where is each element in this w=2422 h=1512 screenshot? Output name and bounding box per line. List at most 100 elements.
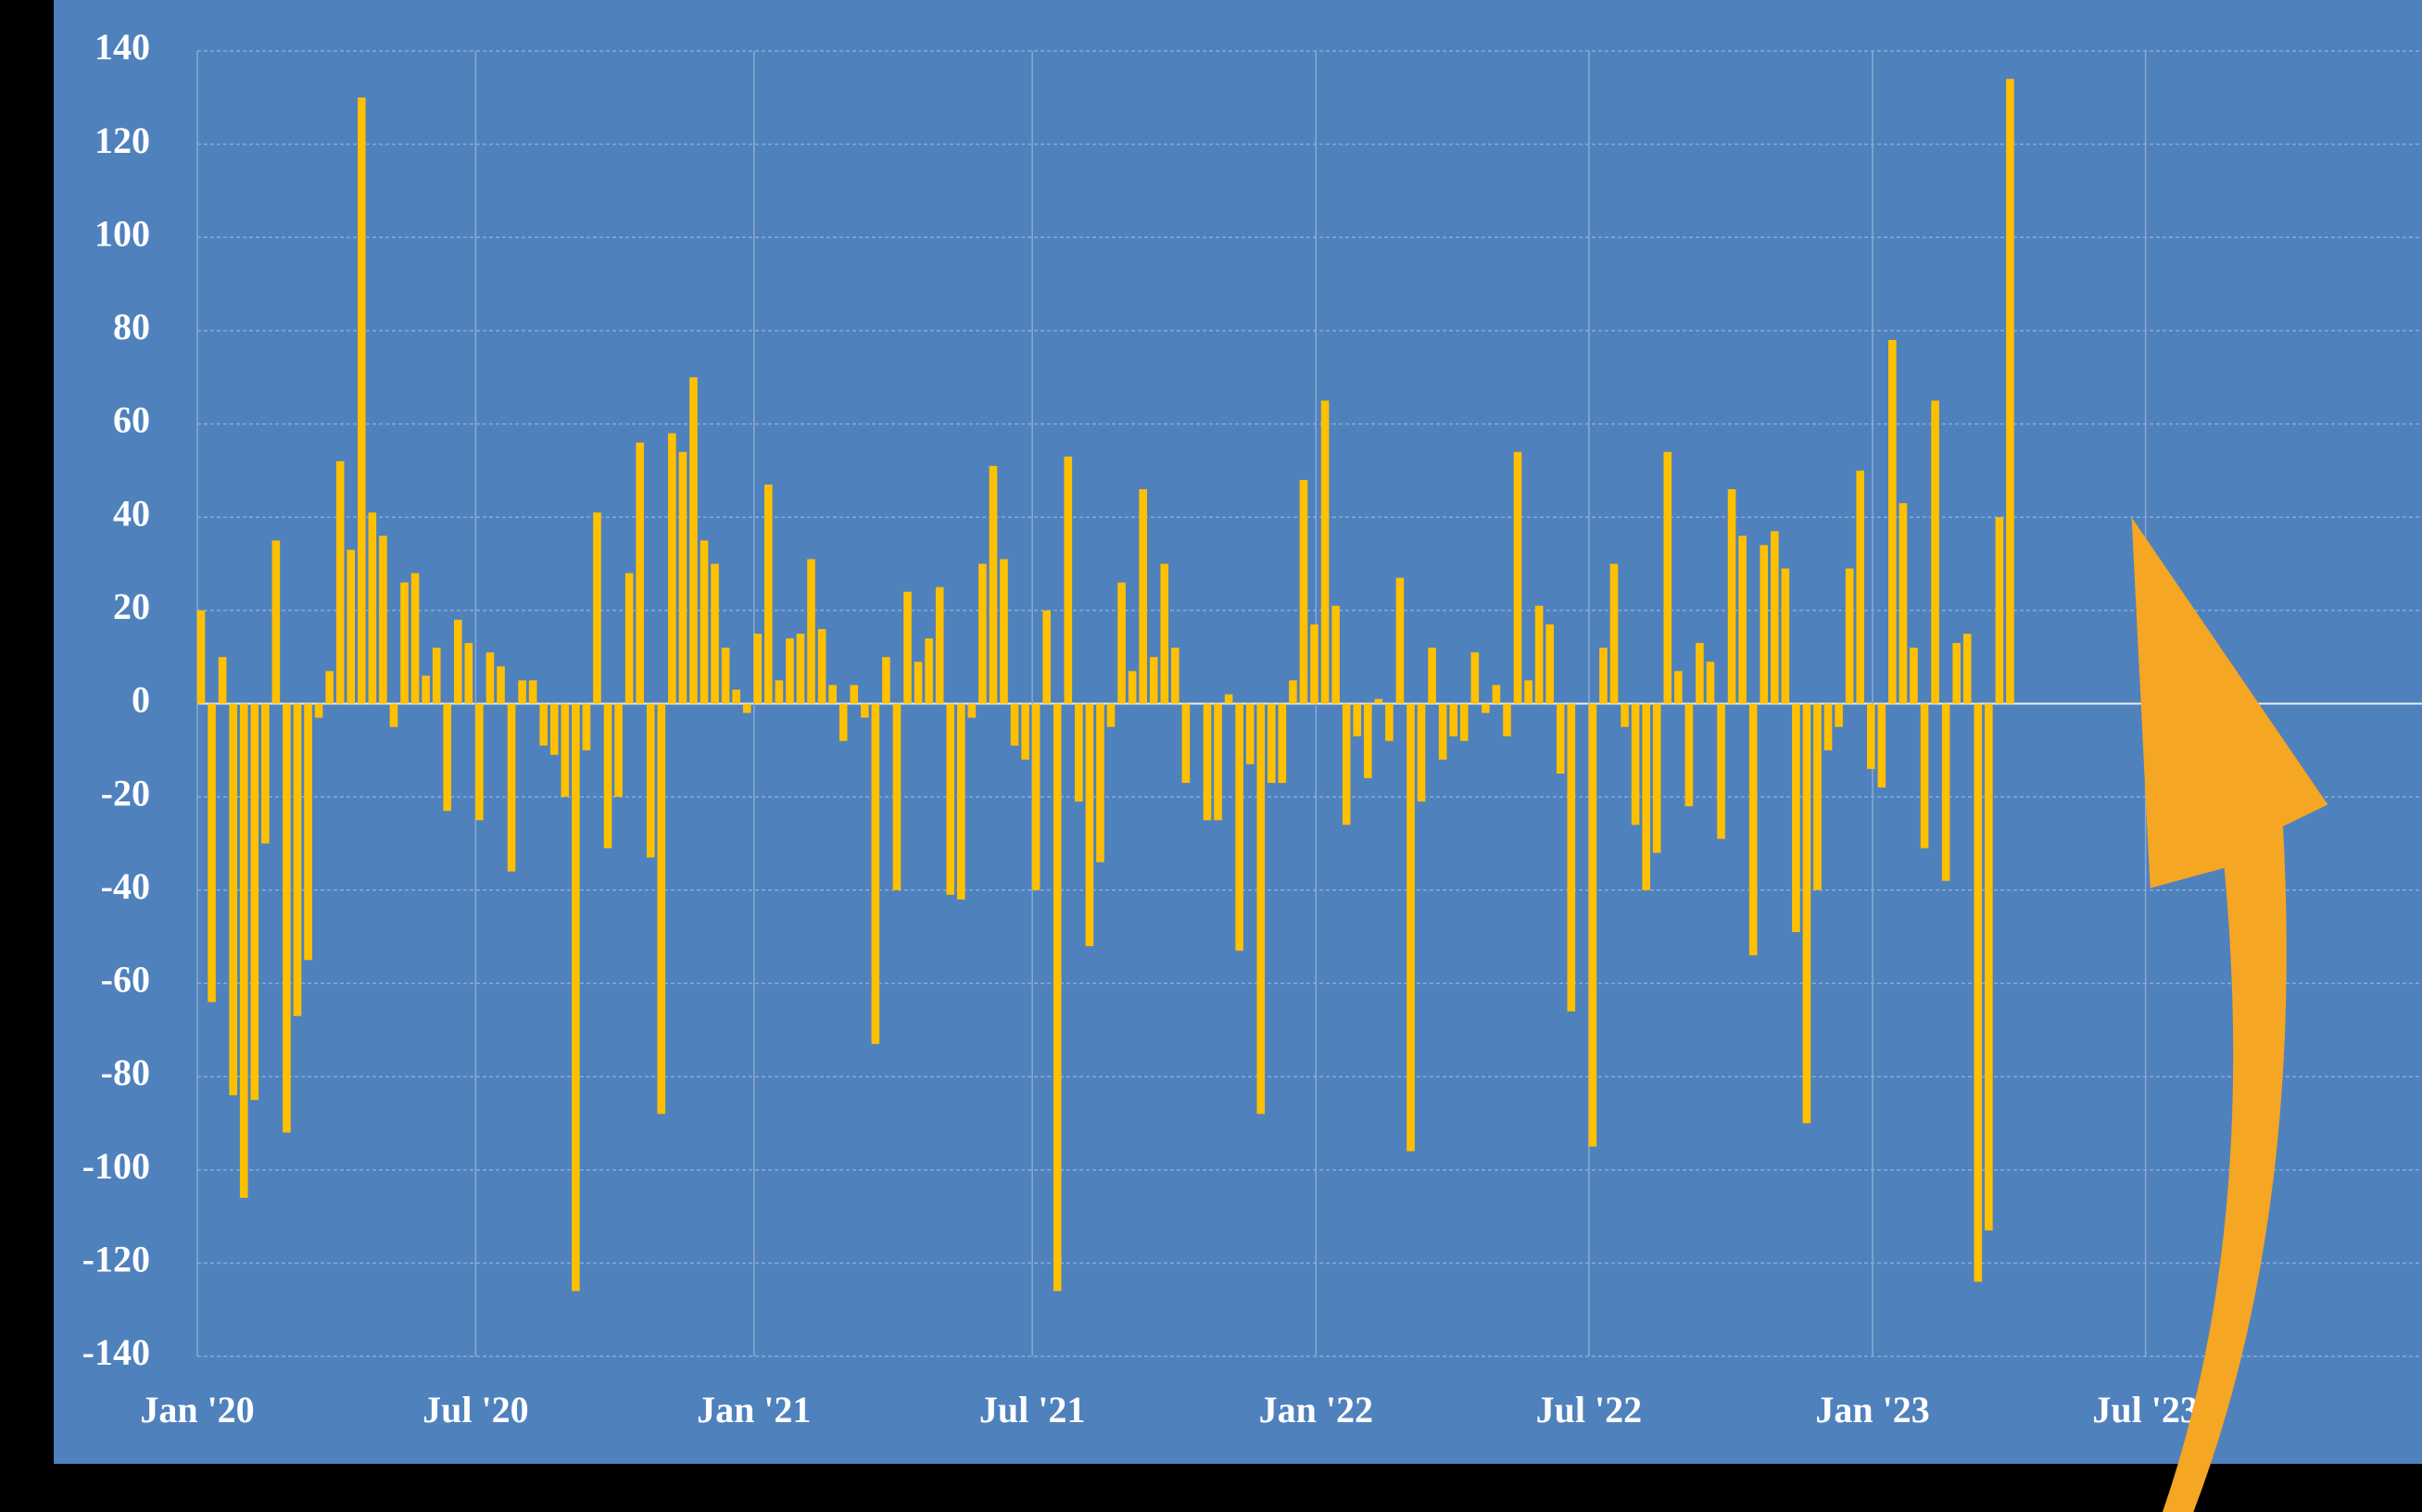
bar bbox=[314, 703, 323, 718]
bar bbox=[614, 703, 623, 798]
bar bbox=[1428, 648, 1436, 704]
bar bbox=[1128, 671, 1137, 704]
bar bbox=[657, 703, 666, 1115]
bar bbox=[1395, 577, 1405, 704]
y-tick-label: -60 bbox=[101, 959, 150, 1001]
bar bbox=[817, 628, 826, 704]
bar bbox=[196, 610, 206, 704]
bar bbox=[689, 377, 698, 704]
bar bbox=[860, 703, 869, 718]
bar bbox=[239, 703, 248, 1198]
bar bbox=[208, 703, 216, 1002]
bar bbox=[304, 703, 312, 961]
bar bbox=[593, 512, 601, 704]
bar bbox=[1962, 634, 1972, 704]
bar bbox=[1567, 703, 1576, 1012]
bar bbox=[400, 582, 409, 704]
bar bbox=[1181, 703, 1191, 784]
bar bbox=[1920, 703, 1929, 849]
bar bbox=[1310, 624, 1318, 704]
bar bbox=[1727, 489, 1736, 704]
bar bbox=[1438, 703, 1447, 760]
bar bbox=[1717, 703, 1725, 839]
bar bbox=[218, 657, 227, 704]
bar bbox=[1931, 400, 1939, 704]
bar bbox=[572, 703, 580, 1292]
bar bbox=[1042, 610, 1051, 704]
bar bbox=[1556, 703, 1565, 774]
bar bbox=[786, 638, 794, 704]
bar bbox=[1609, 563, 1619, 704]
bar bbox=[1856, 470, 1865, 704]
y-tick-label: -100 bbox=[82, 1145, 150, 1187]
bar bbox=[1449, 703, 1458, 737]
bar bbox=[1096, 703, 1104, 863]
bar bbox=[486, 652, 495, 704]
bar bbox=[935, 586, 944, 704]
y-tick-label: 0 bbox=[132, 679, 150, 721]
bar bbox=[1684, 703, 1694, 807]
bar bbox=[1407, 703, 1415, 1152]
bar bbox=[1245, 703, 1255, 764]
bar bbox=[711, 563, 719, 704]
x-tick-label: Jul '22 bbox=[1536, 1389, 1642, 1430]
bar bbox=[978, 563, 987, 704]
bar bbox=[742, 703, 751, 713]
bar bbox=[528, 680, 537, 704]
bar bbox=[1385, 703, 1394, 741]
y-tick-label: -20 bbox=[101, 772, 150, 813]
bar bbox=[475, 703, 484, 821]
bar bbox=[678, 451, 687, 704]
bar bbox=[1075, 703, 1083, 802]
bar bbox=[828, 685, 837, 704]
bar bbox=[1952, 643, 1961, 704]
bar bbox=[1802, 703, 1811, 1124]
bar bbox=[956, 703, 965, 900]
bar bbox=[1160, 563, 1169, 704]
bar bbox=[1835, 703, 1843, 727]
bar bbox=[807, 559, 815, 704]
bar bbox=[1738, 536, 1747, 704]
bar bbox=[539, 703, 548, 746]
bar bbox=[325, 671, 334, 704]
bar bbox=[443, 703, 452, 812]
bar bbox=[892, 703, 902, 890]
bar bbox=[603, 703, 612, 849]
bar bbox=[1363, 703, 1372, 779]
y-tick-label: 100 bbox=[95, 212, 150, 254]
bar bbox=[1492, 685, 1501, 704]
bar bbox=[989, 465, 998, 704]
bar bbox=[1106, 703, 1116, 727]
bar bbox=[700, 540, 709, 704]
bar bbox=[1000, 559, 1008, 704]
bar bbox=[1299, 479, 1308, 704]
bar bbox=[1513, 451, 1522, 704]
bar bbox=[1214, 703, 1222, 821]
bar bbox=[250, 703, 259, 1101]
bar bbox=[497, 666, 505, 704]
bar bbox=[1706, 662, 1715, 704]
bar bbox=[1482, 703, 1490, 713]
x-tick-label: Jul '21 bbox=[979, 1389, 1085, 1430]
bar bbox=[1985, 703, 1993, 1231]
bar bbox=[764, 484, 773, 704]
bar bbox=[1256, 703, 1266, 1115]
x-tick-label: Jul '23 bbox=[2092, 1389, 2198, 1430]
bar bbox=[871, 703, 880, 1044]
bar bbox=[422, 675, 430, 704]
bar bbox=[464, 643, 473, 704]
bar bbox=[1342, 703, 1351, 825]
bar bbox=[1910, 648, 1918, 704]
bar bbox=[1139, 489, 1147, 704]
bar bbox=[2006, 79, 2014, 704]
y-tick-label: 20 bbox=[113, 586, 150, 627]
bar bbox=[1770, 531, 1779, 704]
bar bbox=[1278, 703, 1287, 784]
bar bbox=[1353, 703, 1362, 737]
bar bbox=[1010, 703, 1019, 746]
bar bbox=[1171, 648, 1179, 704]
bar bbox=[1877, 703, 1886, 788]
bar bbox=[1289, 680, 1297, 704]
bar bbox=[1888, 339, 1897, 704]
